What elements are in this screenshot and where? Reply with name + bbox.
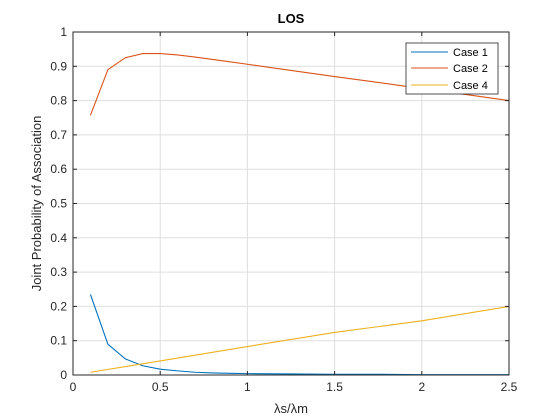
x-tick-label: 1.5 <box>326 380 343 394</box>
legend-label-case-4: Case 4 <box>453 80 488 92</box>
x-axis-label: λs/λm <box>274 401 308 416</box>
y-tick-label: 0.8 <box>50 94 67 108</box>
y-tick-label: 1 <box>60 25 67 39</box>
y-tick-label: 0.9 <box>50 59 67 73</box>
y-axis-label: Joint Probability of Association <box>29 116 44 292</box>
x-tick-label: 2 <box>418 380 425 394</box>
x-tick-label: 2.5 <box>501 380 518 394</box>
x-tick-label: 0 <box>70 380 77 394</box>
y-tick-label: 0.7 <box>50 128 67 142</box>
y-tick-label: 0.4 <box>50 231 67 245</box>
y-tick-label: 0.1 <box>50 334 67 348</box>
y-tick-label: 0 <box>60 368 67 382</box>
series-layer <box>89 53 510 376</box>
ticks: 0 0.5 1 1.5 2 2.5 0 0.1 0.2 0.3 0.4 0.5 0.6 0.7 0.8 0.9… <box>50 25 517 394</box>
legend-label-case-2: Case 2 <box>453 63 488 75</box>
x-tick-label: 0.5 <box>152 380 169 394</box>
series-line-case-2 <box>89 53 510 116</box>
x-tick-label: 1 <box>244 380 251 394</box>
chart-title: LOS <box>278 11 305 26</box>
series-line-case-4 <box>90 305 510 373</box>
y-tick-label: 0.2 <box>50 299 67 313</box>
y-tick-label: 0.6 <box>50 162 67 176</box>
y-tick-label: 0.3 <box>50 265 67 279</box>
y-tick-label: 0.5 <box>50 197 67 211</box>
legend-label-case-1: Case 1 <box>453 47 488 59</box>
legend: Case 1 Case 2 Case 4 <box>405 42 499 95</box>
series-line-case-1 <box>89 294 509 376</box>
